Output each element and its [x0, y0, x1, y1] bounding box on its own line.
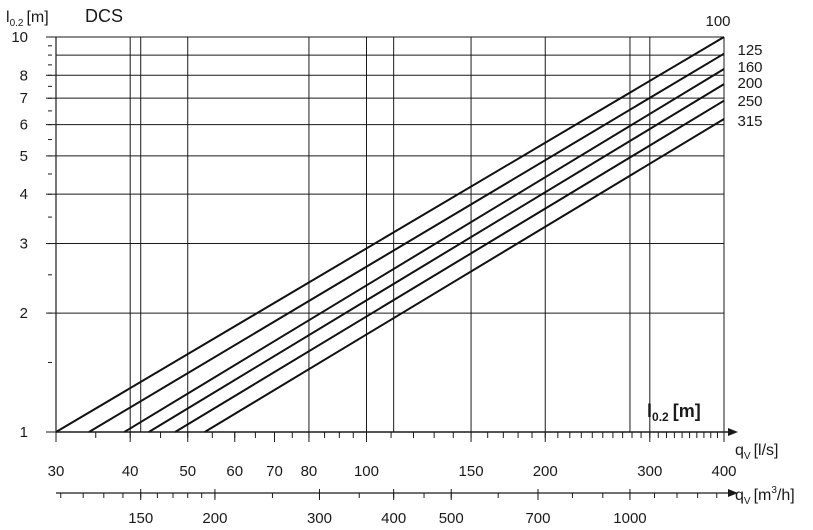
- axes: 1 2 3 4 5 6 7 8 10 30 40 50 60 70 80 100 150 200 300 400 150…: [11, 29, 738, 527]
- x-tick-label: 30: [48, 463, 65, 480]
- x-axis-label-secondary: qV [m3/h]: [735, 485, 795, 507]
- series-label-160: 160: [737, 59, 762, 76]
- x-tick-label: 70: [266, 463, 283, 480]
- series-label-200: 200: [737, 75, 762, 92]
- series-line-200: [148, 83, 725, 433]
- x-tick-label: 40: [122, 463, 139, 480]
- x-tick-label: 150: [459, 463, 484, 480]
- x2-tick-label: 300: [307, 510, 332, 527]
- x-tick-label: 300: [637, 463, 662, 480]
- y-axis-label: l0.2 [m]: [6, 9, 49, 29]
- series-line-160: [123, 68, 725, 433]
- x2-tick-label: 1000: [613, 510, 646, 527]
- y-tick-label: 3: [20, 236, 28, 253]
- series-line-100: [55, 36, 725, 433]
- series-line-250: [174, 99, 725, 433]
- x-tick-label: 400: [711, 463, 736, 480]
- series-label-100: 100: [705, 13, 730, 30]
- series-label-250: 250: [737, 93, 762, 110]
- inner-label: l0.2 [m]: [647, 401, 701, 424]
- series-label-125: 125: [737, 42, 762, 59]
- y-tick-label: 2: [20, 305, 28, 322]
- y-tick-label: 10: [11, 29, 28, 46]
- series-line-125: [88, 52, 725, 433]
- x2-tick-label: 150: [128, 510, 153, 527]
- x2-tick-label: 200: [202, 510, 227, 527]
- grid: [56, 36, 725, 433]
- y-tick-label: 1: [20, 424, 28, 441]
- y-tick-label: 6: [20, 117, 28, 134]
- x2-tick-label: 500: [439, 510, 464, 527]
- x-axis-arrow-primary: [728, 428, 738, 436]
- x2-tick-label: 400: [381, 510, 406, 527]
- x-tick-label: 200: [533, 463, 558, 480]
- y-tick-label: 5: [20, 148, 28, 165]
- y-tick-label: 4: [20, 186, 28, 203]
- chart-title: DCS: [85, 6, 123, 26]
- x2-tick-label: 700: [525, 510, 550, 527]
- x-tick-label: 100: [354, 463, 379, 480]
- y-tick-label: 7: [20, 90, 28, 107]
- x-axis-arrow-secondary: [728, 489, 738, 497]
- series-line-315: [204, 118, 725, 433]
- y-tick-label: 8: [20, 67, 28, 84]
- x-axis-label-primary: qV [l/s]: [735, 442, 778, 462]
- x-tick-label: 80: [301, 463, 318, 480]
- x-tick-label: 50: [179, 463, 196, 480]
- series-label-315: 315: [737, 113, 762, 130]
- x-tick-label: 60: [226, 463, 243, 480]
- labels: DCS l0.2 [m] qV [l/s] qV [m3/h] l0.2 [m]: [6, 6, 795, 507]
